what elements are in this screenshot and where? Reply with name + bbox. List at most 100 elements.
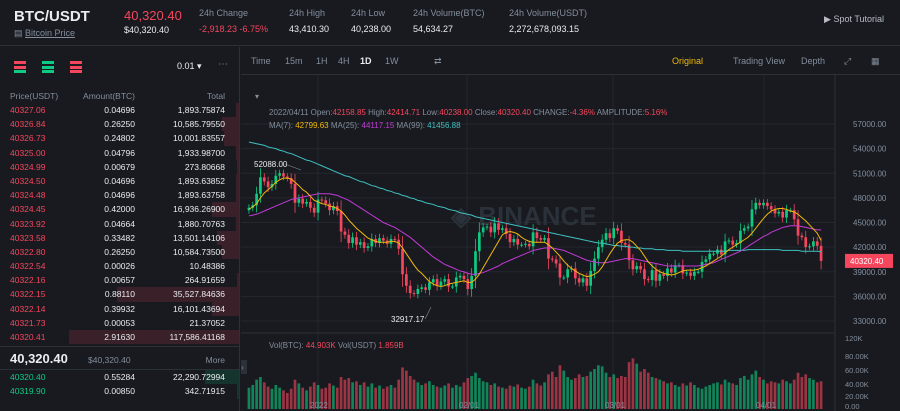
- ask-row[interactable]: 40322.15 0.88110 35,527.84636: [0, 287, 239, 302]
- ask-row[interactable]: 40327.06 0.04696 1,893.75874: [0, 103, 239, 118]
- volume-bar: [746, 379, 750, 409]
- bid-row[interactable]: 40319.90 0.00850 342.71915: [0, 384, 239, 399]
- candle: [347, 229, 351, 249]
- candle: [608, 228, 612, 243]
- interval-1h[interactable]: 1H: [316, 56, 328, 66]
- candle: [339, 200, 343, 243]
- volume-bar: [305, 390, 308, 409]
- volume-bar: [466, 378, 470, 409]
- volume-bar: [623, 377, 627, 409]
- candle: [451, 284, 454, 289]
- volume-bar: [708, 385, 712, 409]
- candle: [293, 173, 297, 213]
- candle: [378, 233, 381, 248]
- y-tick-label: 51000.00: [853, 169, 887, 178]
- candle: [573, 262, 577, 285]
- ask-row[interactable]: 40326.84 0.26250 10,585.79550: [0, 117, 239, 132]
- ask-row[interactable]: 40321.73 0.00053 21.37052: [0, 316, 239, 330]
- volume-bar: [516, 384, 520, 409]
- ask-row[interactable]: 40324.48 0.04696 1,893.63758: [0, 188, 239, 203]
- depth-bar: [222, 117, 239, 132]
- volume-bar: [597, 365, 600, 409]
- chart-settings-icon[interactable]: ⇄: [434, 56, 442, 66]
- candle: [631, 254, 635, 276]
- ask-row[interactable]: 40324.50 0.04696 1,893.63852: [0, 173, 239, 189]
- ask-row[interactable]: 40323.58 0.33482 13,501.14106: [0, 230, 239, 245]
- chart-toolbar: Time 15m 1H 4H 1D 1W ⇄ Original Trading View Dept…: [241, 47, 900, 75]
- row-amount: 0.24802: [104, 133, 135, 144]
- book-bids-icon[interactable]: [42, 61, 54, 73]
- interval-15m[interactable]: 15m: [285, 56, 303, 66]
- grid-layout-icon[interactable]: ▦: [871, 56, 880, 66]
- candle: [589, 262, 593, 295]
- candle: [259, 168, 262, 203]
- candle: [420, 284, 424, 293]
- stat-1: 24h High 43,410.30: [289, 8, 329, 34]
- fullscreen-icon[interactable]: ⤢: [844, 56, 852, 66]
- interval-1d[interactable]: 1D: [360, 56, 372, 66]
- candle: [274, 169, 278, 190]
- interval-4h[interactable]: 4H: [338, 56, 350, 66]
- ask-row[interactable]: 40325.00 0.04796 1,933.98700: [0, 145, 239, 160]
- more-link[interactable]: More: [205, 355, 225, 366]
- candle: [481, 222, 485, 237]
- row-price: 40324.99: [10, 161, 46, 172]
- ask-row[interactable]: 40322.14 0.39932 16,101.43694: [0, 301, 239, 316]
- interval-time[interactable]: Time: [251, 56, 271, 66]
- stat-value: 2,272,678,093.15: [509, 24, 580, 34]
- row-total: 1,880.70763: [177, 218, 225, 229]
- ask-row[interactable]: 40326.73 0.24802 10,001.83557: [0, 131, 239, 146]
- ask-row[interactable]: 40324.45 0.42000 16,936.26900: [0, 202, 239, 217]
- candle: [412, 290, 416, 297]
- book-asks-icon[interactable]: [70, 61, 82, 73]
- volume-bar: [735, 385, 738, 409]
- last-price-tag: [845, 253, 893, 268]
- volume-bar: [696, 387, 700, 409]
- stat-value: 43,410.30: [289, 24, 330, 34]
- y-tick-label: 33000.00: [853, 317, 887, 326]
- view-trading-view[interactable]: Trading View: [733, 56, 786, 66]
- ask-row[interactable]: 40322.16 0.00657 264.91659: [0, 273, 239, 288]
- volume-bar: [589, 371, 593, 409]
- precision-select[interactable]: 0.01 ▾: [177, 61, 202, 71]
- side-expand-button[interactable]: [239, 360, 247, 374]
- candle: [712, 251, 715, 257]
- ask-row[interactable]: 40323.92 0.04664 1,880.70763: [0, 216, 239, 231]
- ask-row[interactable]: 40322.54 0.00026 10.48386: [0, 259, 239, 273]
- volume-bar: [700, 388, 704, 409]
- candle: [792, 204, 796, 226]
- volume-bar: [458, 386, 462, 409]
- kline-chart[interactable]: 57000.00 54000.00 51000.00 48000.00 45000.00…: [239, 75, 900, 411]
- depth-bar: [235, 173, 239, 189]
- view-depth[interactable]: Depth: [801, 56, 826, 66]
- header-amount: Amount(BTC): [83, 91, 135, 101]
- ask-row[interactable]: 40320.41 2.91630 117,586.41168: [0, 330, 239, 345]
- volume-bar: [716, 382, 719, 409]
- ask-row[interactable]: 40324.99 0.00679 273.80668: [0, 159, 239, 174]
- volume-bar: [581, 377, 585, 409]
- ask-row[interactable]: 40322.80 0.26250 10,584.73500: [0, 244, 239, 260]
- volume-bar: [428, 381, 431, 409]
- collapse-arrow-icon[interactable]: ▾: [255, 92, 259, 101]
- row-price: 40320.40: [10, 372, 46, 383]
- volume-bar: [508, 385, 512, 409]
- volume-bar: [570, 379, 573, 409]
- volume-bar: [535, 383, 539, 409]
- volume-bar: [608, 377, 612, 409]
- candle: [443, 275, 447, 286]
- candle: [501, 225, 504, 234]
- bitcoin-price-link[interactable]: ▤ Bitcoin Price: [14, 28, 76, 38]
- y-tick-label: 45000.00: [853, 219, 887, 228]
- view-original[interactable]: Original: [672, 56, 704, 66]
- volume-bar: [289, 388, 293, 409]
- volume-bar: [435, 386, 439, 409]
- volume-bar: [408, 375, 412, 409]
- interval-1w[interactable]: 1W: [385, 56, 399, 66]
- bid-row[interactable]: 40320.40 0.55284 22,290.72994: [0, 370, 239, 385]
- book-both-icon[interactable]: [14, 61, 26, 73]
- volume-bar: [474, 372, 477, 409]
- spot-tutorial-link[interactable]: ▶ Spot Tutorial: [824, 14, 884, 24]
- pair-title[interactable]: BTC/USDT: [14, 8, 90, 25]
- more-options-icon[interactable]: ⋯: [218, 59, 228, 70]
- last-price-row: 40,320.40 $40,320.40 More: [0, 346, 239, 371]
